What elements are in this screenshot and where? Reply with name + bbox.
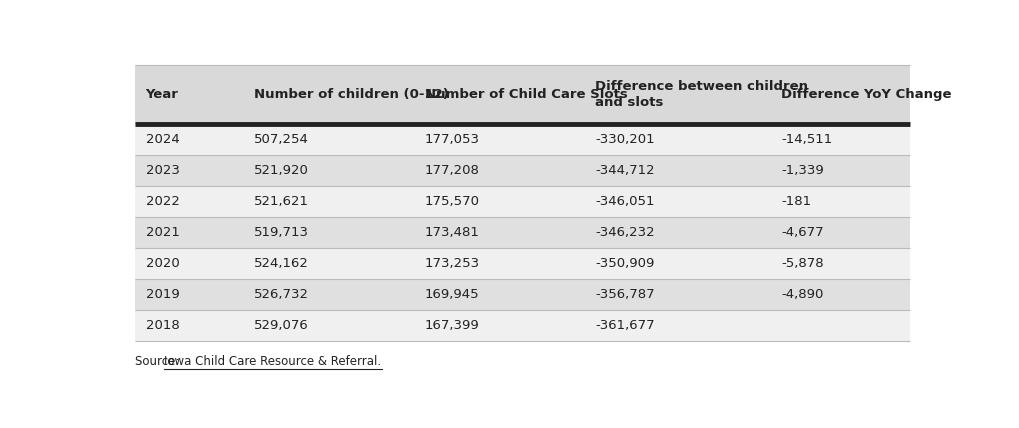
- Text: Year: Year: [146, 88, 178, 101]
- Text: -350,909: -350,909: [594, 257, 654, 270]
- Text: 2022: 2022: [146, 195, 179, 208]
- Text: 2018: 2018: [146, 319, 179, 332]
- Text: 173,253: 173,253: [424, 257, 479, 270]
- Bar: [136, 279, 909, 310]
- Text: 167,399: 167,399: [424, 319, 479, 332]
- Text: -330,201: -330,201: [594, 133, 654, 146]
- Text: 521,621: 521,621: [254, 195, 309, 208]
- Text: -4,890: -4,890: [781, 288, 822, 301]
- Text: 529,076: 529,076: [254, 319, 309, 332]
- Text: 173,481: 173,481: [424, 226, 479, 239]
- Text: -4,677: -4,677: [781, 226, 822, 239]
- Text: 507,254: 507,254: [254, 133, 309, 146]
- Text: 519,713: 519,713: [254, 226, 309, 239]
- Text: 2023: 2023: [146, 164, 179, 177]
- Text: Iowa Child Care Resource & Referral.: Iowa Child Care Resource & Referral.: [164, 355, 381, 368]
- Text: 177,208: 177,208: [424, 164, 479, 177]
- Text: 177,053: 177,053: [424, 133, 479, 146]
- Text: 175,570: 175,570: [424, 195, 479, 208]
- Text: Number of children (0-12): Number of children (0-12): [254, 88, 448, 101]
- Text: Number of Child Care Slots: Number of Child Care Slots: [424, 88, 627, 101]
- Text: -361,677: -361,677: [594, 319, 654, 332]
- Text: -346,051: -346,051: [594, 195, 654, 208]
- Bar: [136, 124, 909, 155]
- Text: -346,232: -346,232: [594, 226, 654, 239]
- Text: Difference YoY Change: Difference YoY Change: [781, 88, 951, 101]
- Text: Source:: Source:: [136, 355, 183, 368]
- Text: 521,920: 521,920: [254, 164, 309, 177]
- Bar: [136, 310, 909, 342]
- Text: 526,732: 526,732: [254, 288, 309, 301]
- Bar: [136, 155, 909, 186]
- Text: 2024: 2024: [146, 133, 179, 146]
- Text: -344,712: -344,712: [594, 164, 654, 177]
- Text: -356,787: -356,787: [594, 288, 654, 301]
- Text: -5,878: -5,878: [781, 257, 822, 270]
- Text: Difference between children
and slots: Difference between children and slots: [594, 80, 807, 109]
- Bar: [136, 217, 909, 248]
- Bar: [136, 248, 909, 279]
- Text: 2019: 2019: [146, 288, 179, 301]
- Text: 2020: 2020: [146, 257, 179, 270]
- Text: -181: -181: [781, 195, 810, 208]
- Text: -14,511: -14,511: [781, 133, 832, 146]
- Text: -1,339: -1,339: [781, 164, 823, 177]
- Text: 524,162: 524,162: [254, 257, 309, 270]
- Text: 169,945: 169,945: [424, 288, 479, 301]
- Bar: [136, 186, 909, 217]
- Text: 2021: 2021: [146, 226, 179, 239]
